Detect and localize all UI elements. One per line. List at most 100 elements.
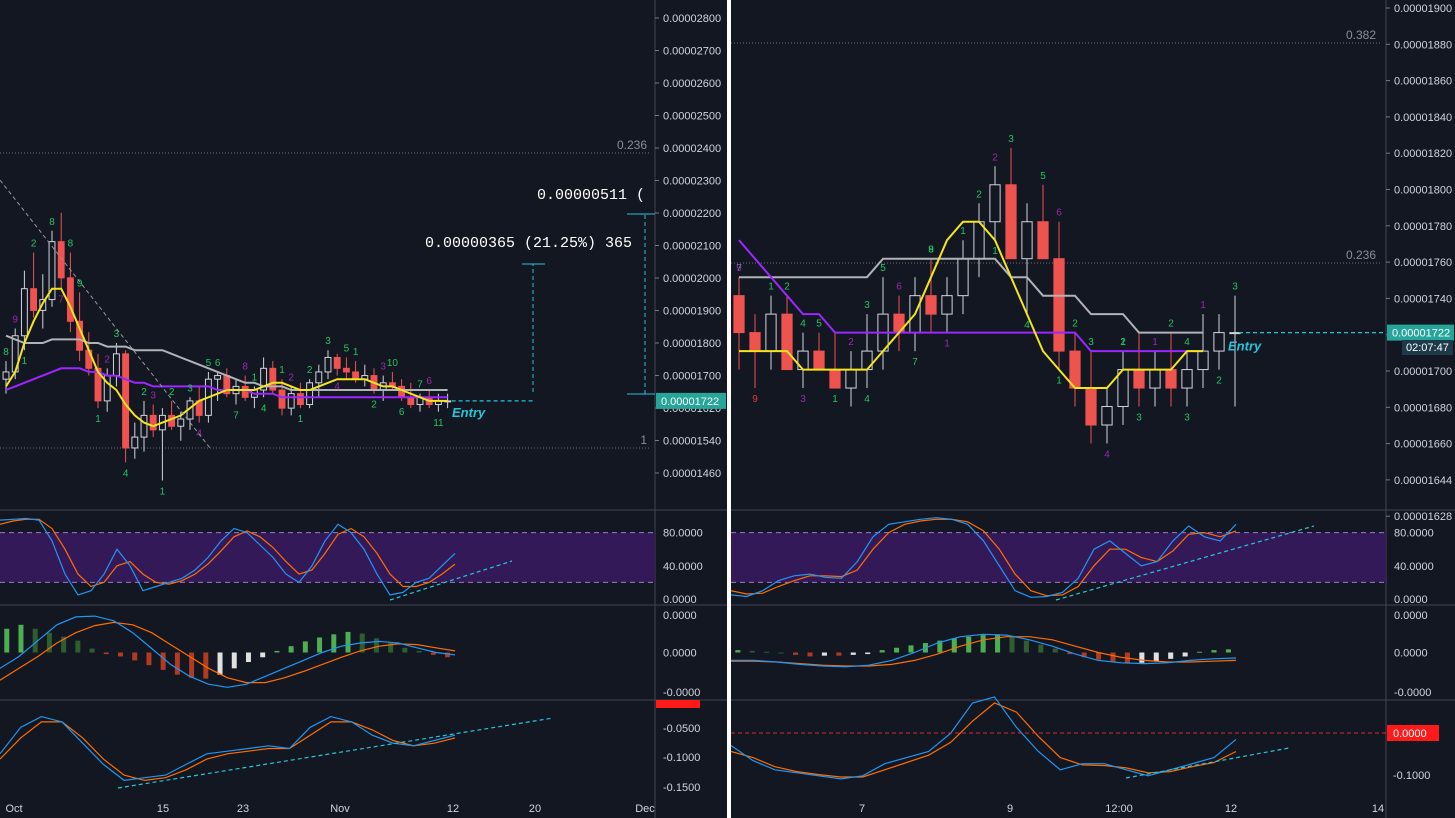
td-count-label: 1: [992, 246, 998, 257]
macd-line: [0, 615, 456, 688]
macd-histogram-bar: [4, 628, 10, 653]
time-tick-label: 23: [237, 803, 249, 815]
td-count-label: 9: [736, 263, 742, 274]
macd-histogram-bar: [430, 652, 436, 655]
macd-histogram-bar: [793, 652, 799, 655]
osc-tick-label: -0.1000: [663, 752, 700, 764]
candle-up: [845, 369, 857, 389]
macd-histogram-bar: [373, 638, 379, 653]
macd-histogram-bar: [1182, 652, 1188, 657]
td-count-label: 8: [928, 245, 934, 256]
macd-histogram-bar: [951, 638, 957, 653]
td-count-label: 2: [976, 189, 982, 200]
candle-down: [149, 414, 157, 431]
td-count-label: 3: [1184, 413, 1190, 424]
right-chart-canvas[interactable]: 0.000019000.000018800.000018600.00001840…: [731, 0, 1455, 818]
current-price-value: 0.00001722: [1392, 328, 1450, 340]
td-count-label: 11: [433, 418, 444, 429]
td-count-label: 2: [371, 400, 377, 411]
stoch-k-line: [731, 517, 1237, 598]
candle-up: [112, 353, 120, 377]
price-tick-label: 0.00001840: [1394, 112, 1452, 124]
stoch-band: [731, 532, 1386, 583]
td-count-label: 2: [992, 152, 998, 163]
time-tick-label: Nov: [330, 803, 350, 815]
td-count-label: 1: [832, 394, 838, 405]
td-count-label: 2: [1120, 337, 1126, 348]
td-count-label: 5: [206, 358, 212, 369]
candle-down: [269, 367, 277, 391]
price-tick-label: 0.00001780: [1394, 221, 1452, 233]
price-tick-label: 0.00002700: [663, 46, 721, 58]
right-chart-panel[interactable]: 0.00001900 0.00001880 0.00001860 0.00001840…: [731, 0, 1455, 818]
td-count-label: 9: [77, 278, 83, 289]
time-tick-label: 20: [529, 803, 541, 815]
candle-up: [214, 375, 222, 380]
td-count-label: 3: [1232, 282, 1238, 293]
macd-histogram-bar: [1067, 652, 1073, 655]
time-tick-label: 9: [1007, 803, 1013, 815]
price-tick-label: 0.00001820: [1394, 148, 1452, 160]
current-price-value: 0.00001722: [661, 396, 719, 408]
candle-up: [1149, 369, 1161, 389]
td-count-label: 3: [325, 336, 331, 347]
candle-up: [1101, 406, 1113, 426]
left-chart-canvas[interactable]: 0.00002800 0.00002700 0.00002600 0.00002500…: [0, 0, 727, 818]
macd-histogram-bar: [317, 637, 323, 653]
macd-histogram-bar: [288, 646, 294, 653]
price-tick-label: 0.00002500: [663, 111, 721, 123]
stoch-band: [0, 532, 655, 583]
osc-zero-value: 0.0000: [1393, 728, 1427, 740]
ma-fast-line: [5, 287, 448, 428]
macd-histogram-bar: [894, 647, 900, 653]
macd-histogram-bar: [103, 652, 109, 655]
ma-purple-line: [738, 239, 1203, 353]
price-tick-label: 0.00002100: [663, 241, 721, 253]
time-tick-label: 14: [1372, 803, 1384, 815]
macd-histogram-bar: [416, 650, 422, 653]
fib-level-label: 1: [640, 433, 647, 447]
td-count-label: 1: [252, 372, 258, 383]
candle-up: [1021, 221, 1033, 260]
candle-up: [989, 184, 1001, 223]
stoch-tick-label: 80.0000: [1394, 528, 1434, 540]
candle-down: [749, 332, 761, 352]
macd-histogram-bar: [160, 652, 166, 670]
price-tick-label: 0.00001900: [1394, 3, 1452, 15]
macd-histogram-bar: [132, 652, 138, 661]
td-count-label: 4: [334, 382, 340, 393]
candle-down: [925, 295, 937, 315]
candle-up: [177, 418, 185, 427]
current-price-badge: [656, 392, 726, 409]
td-count-label: 2: [307, 365, 313, 376]
entry-label: Entry: [1228, 339, 1262, 354]
macd-histogram-bar: [388, 643, 394, 653]
osc-zero-badge: [656, 700, 700, 708]
osc-tick-label: -0.1000: [1393, 770, 1430, 782]
td-count-label: 10: [387, 358, 399, 369]
candle-up: [324, 356, 332, 373]
macd-histogram-bar: [331, 634, 337, 653]
macd-histogram-bar: [118, 652, 123, 657]
candle-down: [1005, 184, 1017, 260]
price-tick-label: 0.00001660: [1394, 439, 1452, 451]
stoch-divergence-arrow: [389, 560, 513, 601]
macd-histogram-bar: [402, 647, 408, 653]
price-tick-label: 0.00001540: [663, 436, 721, 448]
td-count-label: 1: [95, 414, 101, 425]
price-tick-label: 0.00001628: [1394, 511, 1452, 523]
td-count-label: 3: [150, 391, 156, 402]
td-count-label: 1: [960, 226, 966, 237]
macd-histogram-bar: [245, 652, 251, 662]
left-chart-panel[interactable]: 0.00002800 0.00002700 0.00002600 0.00002500…: [0, 0, 727, 818]
price-tick-label: 0.00001800: [1394, 185, 1452, 197]
candle-up: [287, 393, 295, 409]
macd-histogram-bar: [1110, 652, 1116, 662]
macd-histogram-bar: [445, 652, 451, 658]
time-tick-label: Dec: [635, 803, 655, 815]
candle-up: [131, 436, 139, 449]
macd-histogram-bar: [231, 652, 237, 669]
macd-histogram-bar: [807, 652, 813, 657]
price-tick-label: 0.00001860: [1394, 76, 1452, 88]
osc-signal-line: [731, 702, 1237, 778]
